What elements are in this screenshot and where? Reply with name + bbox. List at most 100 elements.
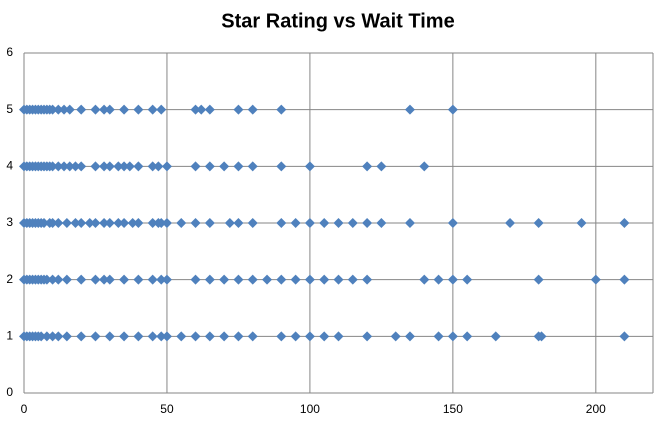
point <box>113 161 124 172</box>
point <box>99 104 110 115</box>
point <box>161 274 172 285</box>
y-tick-label: 0 <box>6 385 13 399</box>
point <box>119 331 130 342</box>
point <box>204 274 215 285</box>
point <box>276 331 287 342</box>
point <box>99 161 110 172</box>
point <box>304 331 315 342</box>
point <box>133 218 144 228</box>
point <box>76 218 87 228</box>
point <box>219 331 230 342</box>
point <box>404 218 415 228</box>
point <box>233 218 244 228</box>
point <box>90 331 101 342</box>
y-tick-label: 4 <box>6 159 13 173</box>
point <box>70 218 81 228</box>
y-tick-label: 1 <box>6 329 13 343</box>
point <box>362 161 373 172</box>
point <box>61 218 72 228</box>
point <box>333 274 344 285</box>
point <box>47 104 58 115</box>
x-tick-label: 100 <box>300 402 320 416</box>
point <box>41 274 52 285</box>
point <box>433 274 444 285</box>
point <box>64 104 75 115</box>
point <box>70 161 81 172</box>
point <box>319 331 330 342</box>
point <box>619 331 630 342</box>
point <box>61 331 72 342</box>
point <box>153 161 164 172</box>
point <box>576 218 587 228</box>
point <box>99 218 110 228</box>
point <box>362 331 373 342</box>
point <box>190 104 201 115</box>
point <box>304 274 315 285</box>
point <box>419 161 430 172</box>
point <box>47 274 58 285</box>
point <box>147 274 158 285</box>
point <box>276 274 287 285</box>
point <box>304 161 315 172</box>
point <box>147 104 158 115</box>
point <box>333 331 344 342</box>
point <box>376 218 387 228</box>
point <box>176 218 187 228</box>
point <box>161 218 172 228</box>
point <box>64 161 75 172</box>
point <box>233 104 244 115</box>
point <box>190 161 201 172</box>
point <box>190 218 201 228</box>
point <box>362 274 373 285</box>
point <box>533 274 544 285</box>
x-tick-label: 200 <box>586 402 606 416</box>
point <box>113 218 124 228</box>
point <box>404 331 415 342</box>
point <box>76 331 87 342</box>
point <box>404 104 415 115</box>
point <box>462 331 473 342</box>
x-tick-label: 0 <box>21 402 28 416</box>
point <box>505 218 516 228</box>
point <box>447 274 458 285</box>
point <box>247 218 258 228</box>
point <box>390 331 401 342</box>
point <box>104 104 115 115</box>
point <box>533 218 544 228</box>
point <box>247 274 258 285</box>
point <box>276 218 287 228</box>
point <box>133 161 144 172</box>
point <box>161 161 172 172</box>
point <box>47 218 58 228</box>
point <box>119 104 130 115</box>
point <box>59 161 70 172</box>
point <box>347 218 358 228</box>
point <box>156 331 167 342</box>
point <box>124 161 135 172</box>
point <box>204 104 215 115</box>
point <box>447 331 458 342</box>
point <box>104 274 115 285</box>
point <box>53 274 64 285</box>
point <box>90 218 101 228</box>
point <box>462 274 473 285</box>
point <box>204 218 215 228</box>
point <box>304 218 315 228</box>
point <box>276 161 287 172</box>
point <box>156 218 167 228</box>
point <box>433 331 444 342</box>
point <box>376 161 387 172</box>
x-tick-label: 150 <box>443 402 463 416</box>
point <box>84 218 95 228</box>
point <box>90 104 101 115</box>
point <box>233 274 244 285</box>
point <box>76 161 87 172</box>
point <box>90 274 101 285</box>
point <box>419 274 430 285</box>
y-tick-label: 2 <box>6 272 13 286</box>
point <box>290 331 301 342</box>
point <box>247 331 258 342</box>
point <box>147 161 158 172</box>
